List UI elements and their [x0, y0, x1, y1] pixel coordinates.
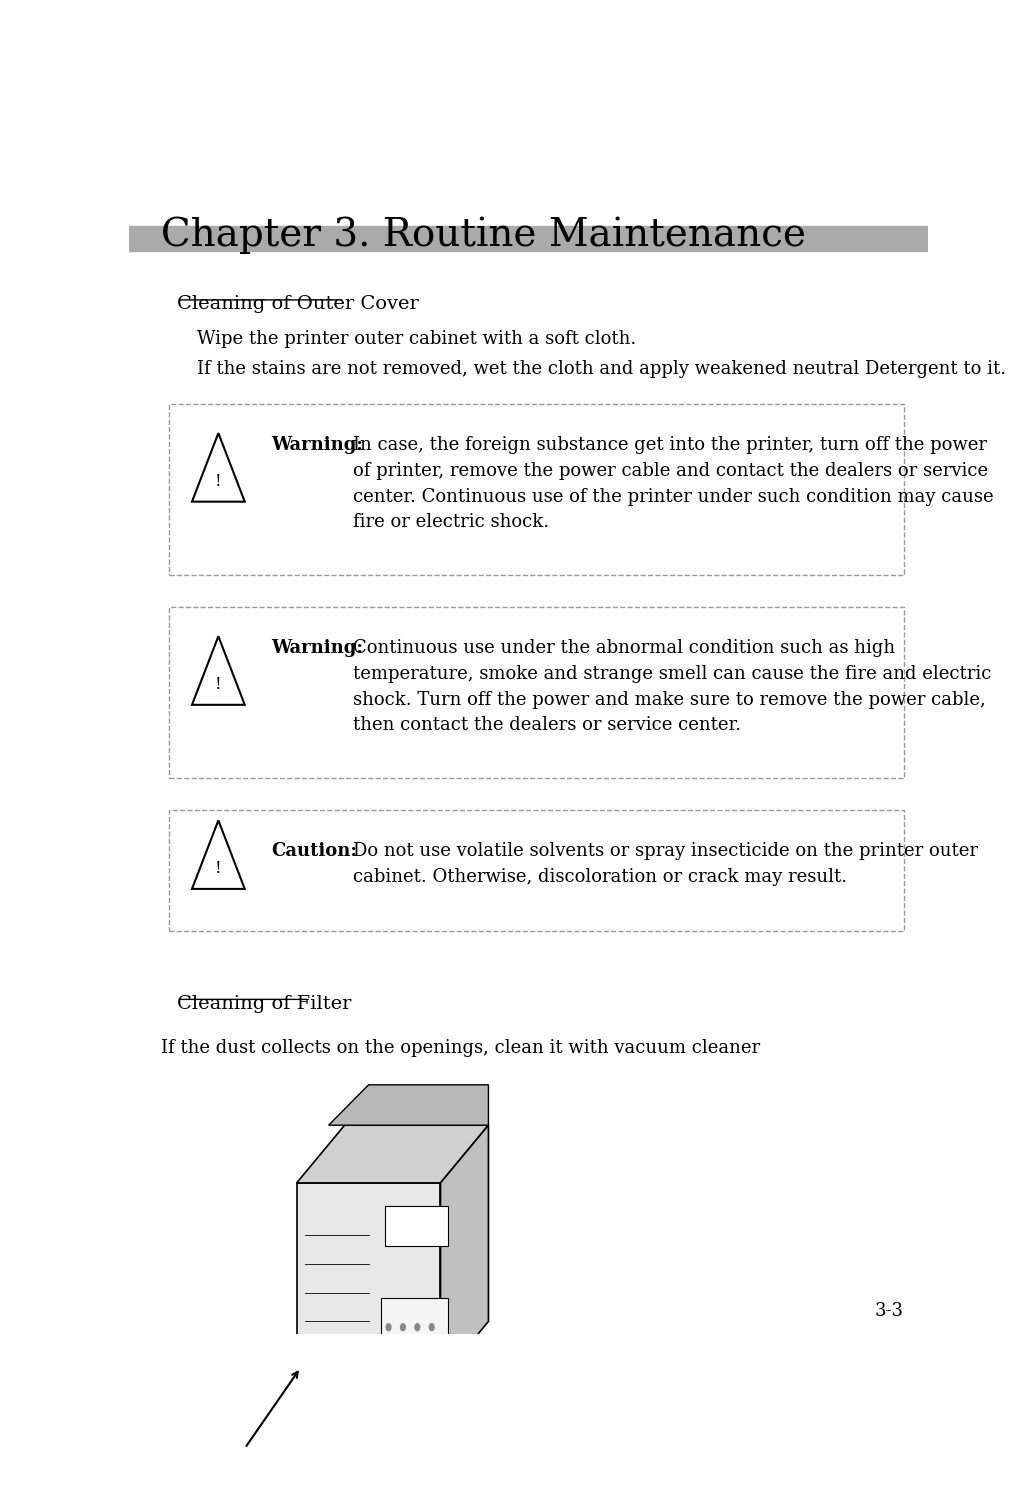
Text: If the dust collects on the openings, clean it with vacuum cleaner: If the dust collects on the openings, cl… [161, 1039, 760, 1057]
Bar [385, 1310, 397, 1333]
Circle shape [387, 1324, 391, 1331]
Bar [380, 1298, 448, 1373]
Circle shape [429, 1342, 434, 1348]
Text: Warning:: Warning: [271, 436, 363, 454]
Circle shape [401, 1358, 405, 1366]
Text: !: ! [215, 860, 222, 877]
Text: !: ! [215, 472, 222, 490]
Polygon shape [440, 1126, 489, 1379]
Text: Caution:: Caution: [271, 842, 357, 860]
Bar [169, 607, 904, 778]
Text: Cleaning of Outer Cover: Cleaning of Outer Cover [177, 295, 419, 313]
Bar [385, 1207, 448, 1246]
Text: Do not use volatile solvents or spray insecticide on the printer outer
cabinet. : Do not use volatile solvents or spray in… [353, 842, 977, 886]
Polygon shape [329, 1085, 489, 1126]
Text: If the stains are not removed, wet the cloth and apply weakened neutral Detergen: If the stains are not removed, wet the c… [197, 360, 1006, 378]
Circle shape [414, 1342, 420, 1348]
Text: In case, the foreign substance get into the printer, turn off the power
of print: In case, the foreign substance get into … [353, 436, 993, 531]
Polygon shape [297, 1126, 489, 1183]
Text: Warning:: Warning: [271, 639, 363, 657]
Bar [169, 809, 904, 931]
Circle shape [429, 1324, 434, 1331]
Text: 3-3: 3-3 [875, 1303, 904, 1321]
Circle shape [387, 1342, 391, 1348]
Bar [129, 226, 928, 252]
Circle shape [414, 1324, 420, 1331]
Circle shape [401, 1342, 405, 1348]
Text: Cleaning of Filter: Cleaning of Filter [177, 995, 352, 1013]
Text: Wipe the printer outer cabinet with a soft cloth.: Wipe the printer outer cabinet with a so… [197, 330, 636, 348]
Text: Continuous use under the abnormal condition such as high
temperature, smoke and : Continuous use under the abnormal condit… [353, 639, 991, 735]
Circle shape [401, 1324, 405, 1331]
Text: Chapter 3. Routine Maintenance: Chapter 3. Routine Maintenance [161, 217, 806, 255]
Bar [169, 403, 904, 574]
Circle shape [429, 1358, 434, 1366]
FancyBboxPatch shape [297, 1183, 440, 1379]
Circle shape [414, 1358, 420, 1366]
Circle shape [387, 1358, 391, 1366]
Text: !: ! [215, 676, 222, 693]
